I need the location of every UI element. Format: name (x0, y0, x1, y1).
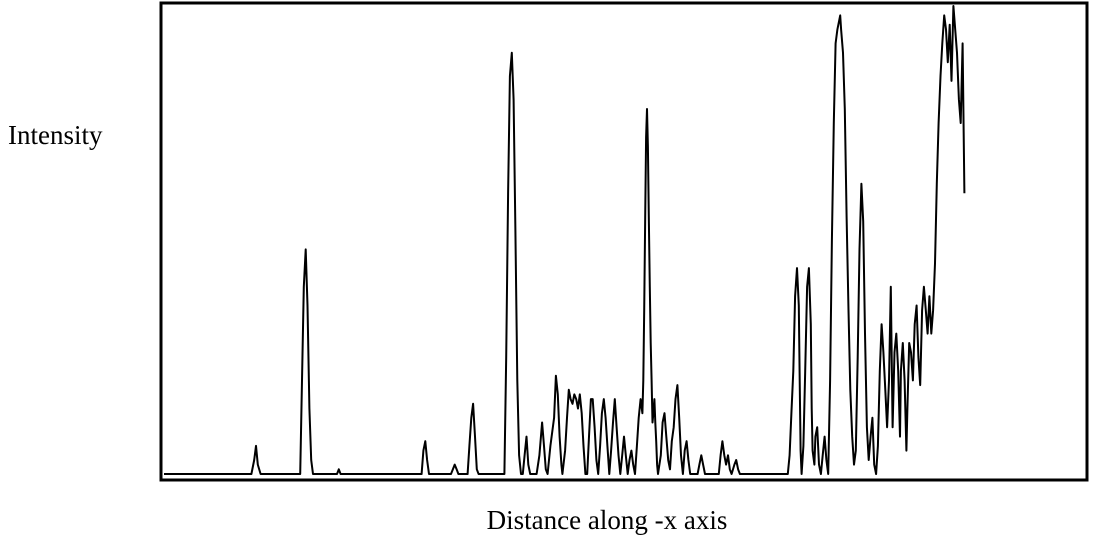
y-axis-label: Intensity (8, 120, 103, 150)
plot-frame (159, 1, 1089, 482)
intensity-series-line-0 (164, 5, 966, 475)
series-layer (164, 5, 966, 475)
x-axis-label: Distance along -x axis (486, 505, 728, 535)
